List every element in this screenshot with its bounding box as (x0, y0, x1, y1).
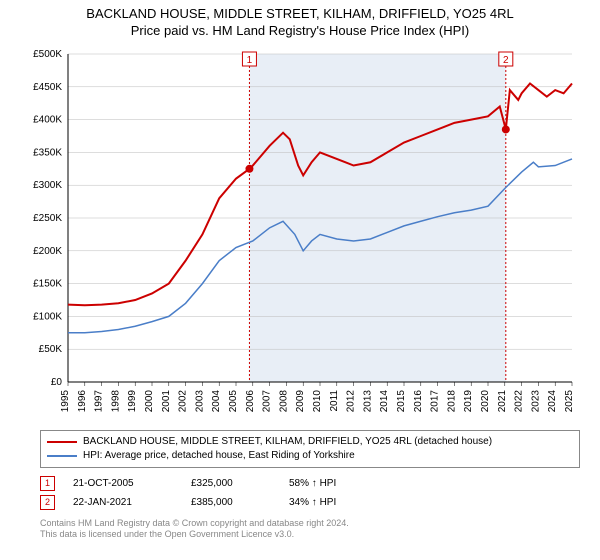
svg-text:2011: 2011 (329, 389, 340, 411)
svg-text:1997: 1997 (94, 389, 105, 412)
svg-text:£450K: £450K (33, 82, 62, 93)
chart-container: BACKLAND HOUSE, MIDDLE STREET, KILHAM, D… (0, 0, 600, 560)
svg-text:2006: 2006 (245, 389, 256, 412)
svg-text:2005: 2005 (228, 389, 239, 412)
svg-text:£300K: £300K (33, 180, 62, 191)
svg-text:2022: 2022 (514, 389, 525, 412)
footnote-line2: This data is licensed under the Open Gov… (40, 529, 294, 539)
svg-text:£400K: £400K (33, 114, 62, 125)
legend-label: BACKLAND HOUSE, MIDDLE STREET, KILHAM, D… (83, 435, 492, 449)
svg-text:2023: 2023 (530, 389, 541, 412)
svg-text:£250K: £250K (33, 213, 62, 224)
svg-text:£100K: £100K (33, 311, 62, 322)
sale-date: 22-JAN-2021 (73, 497, 173, 508)
legend-label: HPI: Average price, detached house, East… (83, 449, 355, 463)
title-line1: BACKLAND HOUSE, MIDDLE STREET, KILHAM, D… (86, 6, 513, 21)
footnote: Contains HM Land Registry data © Crown c… (40, 518, 580, 541)
svg-text:2007: 2007 (262, 389, 273, 412)
sale-marker: 2 (40, 495, 55, 510)
legend-swatch (47, 455, 77, 457)
footnote-line1: Contains HM Land Registry data © Crown c… (40, 518, 349, 528)
svg-text:2010: 2010 (312, 389, 323, 412)
chart-svg: £0 £50K £100K £150K £200K £250K £300K £350K £400… (20, 44, 580, 424)
svg-text:2001: 2001 (161, 389, 172, 412)
svg-text:1996: 1996 (77, 389, 88, 412)
svg-text:1999: 1999 (127, 389, 138, 412)
sale-diff: 58% ↑ HPI (289, 478, 409, 489)
sale-diff: 34% ↑ HPI (289, 497, 409, 508)
svg-text:2018: 2018 (446, 389, 457, 412)
svg-text:2024: 2024 (547, 389, 558, 412)
svg-text:1: 1 (247, 55, 253, 66)
sales-table: 1 21-OCT-2005 £325,000 58% ↑ HPI 2 22-JAN-202… (40, 474, 580, 512)
svg-text:2000: 2000 (144, 389, 155, 412)
sale-row: 1 21-OCT-2005 £325,000 58% ↑ HPI (40, 474, 580, 493)
sale-price: £385,000 (191, 497, 271, 508)
svg-text:£500K: £500K (33, 49, 62, 60)
svg-text:£50K: £50K (39, 344, 63, 355)
legend-swatch (47, 441, 77, 443)
svg-text:2004: 2004 (211, 389, 222, 412)
svg-text:2025: 2025 (564, 389, 575, 412)
svg-text:2016: 2016 (413, 389, 424, 412)
svg-text:2003: 2003 (194, 389, 205, 412)
svg-text:£0: £0 (51, 377, 63, 388)
svg-text:2019: 2019 (463, 389, 474, 412)
sale-marker: 1 (40, 476, 55, 491)
svg-text:2: 2 (503, 55, 509, 66)
title-line2: Price paid vs. HM Land Registry's House … (131, 23, 469, 38)
svg-text:2020: 2020 (480, 389, 491, 412)
sale-price: £325,000 (191, 478, 271, 489)
svg-text:1998: 1998 (110, 389, 121, 412)
svg-text:2012: 2012 (346, 389, 357, 412)
svg-text:2017: 2017 (430, 389, 441, 412)
svg-text:2014: 2014 (379, 389, 390, 412)
svg-text:2015: 2015 (396, 389, 407, 412)
svg-text:£350K: £350K (33, 147, 62, 158)
svg-text:2021: 2021 (497, 389, 508, 412)
svg-text:1995: 1995 (60, 389, 71, 412)
sale-row: 2 22-JAN-2021 £385,000 34% ↑ HPI (40, 493, 580, 512)
chart-title: BACKLAND HOUSE, MIDDLE STREET, KILHAM, D… (10, 6, 590, 40)
legend-row: HPI: Average price, detached house, East… (47, 449, 573, 463)
svg-text:£150K: £150K (33, 278, 62, 289)
svg-text:£200K: £200K (33, 246, 62, 257)
svg-text:2002: 2002 (178, 389, 189, 412)
svg-text:2013: 2013 (362, 389, 373, 412)
svg-text:2009: 2009 (295, 389, 306, 412)
sale-date: 21-OCT-2005 (73, 478, 173, 489)
legend-row: BACKLAND HOUSE, MIDDLE STREET, KILHAM, D… (47, 435, 573, 449)
legend: BACKLAND HOUSE, MIDDLE STREET, KILHAM, D… (40, 430, 580, 468)
chart-plot: £0 £50K £100K £150K £200K £250K £300K £350K £400… (20, 44, 580, 424)
svg-text:2008: 2008 (278, 389, 289, 412)
